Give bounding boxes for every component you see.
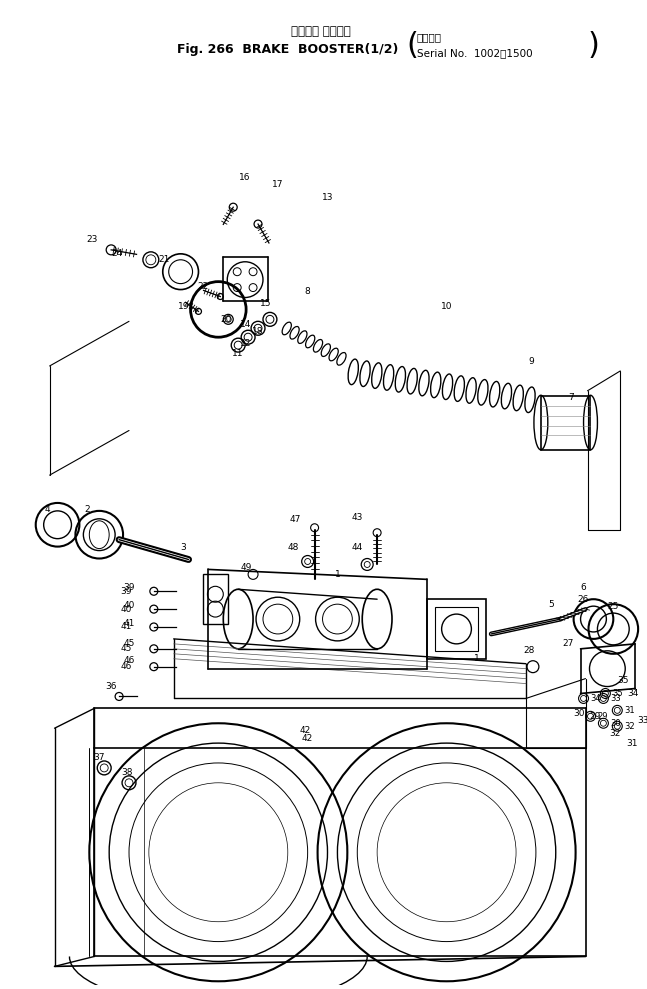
Text: ): ) [587, 31, 599, 60]
Text: 11: 11 [232, 348, 244, 358]
Text: 5: 5 [548, 599, 554, 608]
Text: 33: 33 [610, 694, 620, 703]
Text: 10: 10 [441, 302, 452, 311]
Text: 42: 42 [302, 734, 313, 743]
Text: 12: 12 [241, 338, 252, 348]
Text: 4: 4 [45, 505, 50, 514]
Text: 47: 47 [290, 515, 302, 524]
Text: 40: 40 [124, 600, 135, 609]
Text: 39: 39 [120, 586, 132, 595]
Text: 34: 34 [590, 694, 601, 703]
Text: 6: 6 [580, 583, 586, 591]
Text: 21: 21 [158, 255, 170, 264]
Text: 40: 40 [120, 604, 132, 613]
Text: 1: 1 [334, 570, 340, 579]
Text: 29: 29 [590, 712, 601, 721]
Text: 45: 45 [120, 644, 132, 654]
Text: 22: 22 [198, 282, 209, 291]
Text: 19: 19 [178, 302, 190, 311]
Text: 8: 8 [305, 287, 311, 296]
Text: 34: 34 [628, 689, 639, 698]
Text: 49: 49 [241, 563, 252, 572]
Text: 3: 3 [181, 543, 186, 552]
Text: 9: 9 [528, 356, 534, 366]
Text: 48: 48 [287, 543, 298, 552]
Text: 37: 37 [94, 754, 105, 763]
Text: 23: 23 [87, 235, 98, 244]
Text: 43: 43 [351, 513, 363, 522]
Bar [541, 396, 591, 450]
Text: 36: 36 [105, 682, 117, 691]
Text: 2: 2 [85, 505, 90, 514]
Text: 38: 38 [121, 768, 133, 777]
Text: 29: 29 [597, 712, 608, 721]
Text: 41: 41 [124, 618, 135, 627]
Bar [427, 599, 487, 659]
Text: 33: 33 [637, 716, 647, 725]
Text: 24: 24 [111, 249, 123, 258]
Text: Fig. 266  BRAKE  BOOSTER(1/2): Fig. 266 BRAKE BOOSTER(1/2) [177, 43, 399, 56]
Text: 30: 30 [610, 719, 620, 728]
Text: 32: 32 [624, 722, 635, 731]
Text: 18: 18 [252, 326, 264, 335]
Text: 27: 27 [562, 639, 573, 649]
Text: 42: 42 [300, 726, 311, 735]
Text: 39: 39 [124, 583, 135, 591]
Text: ブレーキ ブースタ: ブレーキ ブースタ [291, 25, 351, 38]
Text: 30: 30 [573, 709, 584, 718]
Text: 25: 25 [608, 601, 619, 610]
Text: 適用号機: 適用号機 [417, 33, 442, 43]
Text: 44: 44 [352, 543, 363, 552]
Bar [435, 607, 478, 651]
Text: 31: 31 [626, 739, 638, 748]
Text: 31: 31 [624, 706, 635, 715]
Text: 35: 35 [612, 689, 622, 698]
Text: 20: 20 [221, 315, 232, 323]
Text: 7: 7 [568, 394, 573, 403]
Text: 13: 13 [322, 193, 333, 202]
Text: 35: 35 [617, 676, 629, 685]
Text: 14: 14 [241, 319, 252, 328]
Text: (: ( [406, 31, 418, 60]
Bar [203, 575, 228, 624]
Text: 17: 17 [272, 180, 283, 189]
Text: 28: 28 [523, 646, 534, 656]
Text: 46: 46 [124, 657, 135, 666]
Text: Serial No.  1002～1500: Serial No. 1002～1500 [417, 48, 532, 58]
Text: 16: 16 [239, 173, 251, 182]
Text: 41: 41 [120, 622, 132, 632]
Text: 46: 46 [120, 663, 132, 672]
Text: 45: 45 [124, 639, 135, 649]
Text: 32: 32 [609, 729, 621, 738]
Text: 15: 15 [260, 299, 272, 308]
Text: 26: 26 [578, 594, 589, 603]
Text: 1: 1 [474, 655, 479, 664]
